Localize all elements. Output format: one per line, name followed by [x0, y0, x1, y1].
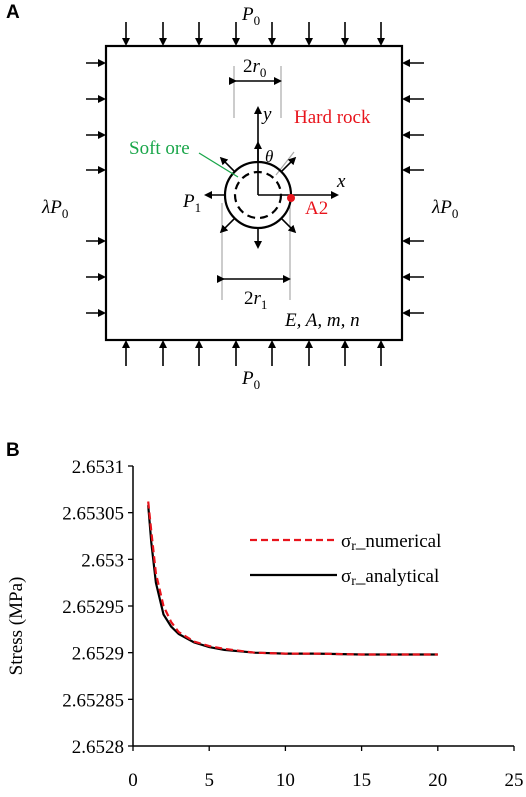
- y-tick-label: 2.653: [81, 550, 124, 571]
- material-params-label: E, A, m, n: [284, 310, 360, 331]
- dimension-2r0: [233, 66, 282, 118]
- x-tick-label: 15: [352, 770, 371, 791]
- x-tick-label: 10: [276, 770, 295, 791]
- left-load-label: λP0: [41, 197, 68, 221]
- hard-rock-label: Hard rock: [294, 107, 371, 128]
- y-tick-label: 2.65295: [62, 597, 124, 618]
- pressure-arrow-1: [281, 156, 297, 172]
- y-tick-label: 2.65285: [62, 690, 124, 711]
- chart-legend: σr_numerical σr_analytical: [250, 531, 441, 589]
- y-tick-label: 2.6529: [72, 644, 124, 665]
- ore-inner-dashed-circle: [233, 170, 283, 220]
- y-tick-label: 2.6528: [72, 737, 124, 758]
- inner-pressure-label: P1: [182, 191, 201, 215]
- top-load-label: P0: [241, 4, 260, 28]
- theta-ray: [275, 151, 295, 176]
- x-tick-label: 0: [128, 770, 138, 791]
- pressure-arrow-2: [219, 156, 235, 172]
- pressure-arrow-6: [281, 218, 297, 234]
- x-tick-label: 25: [505, 770, 524, 791]
- internal-pressure-arrows: [204, 141, 297, 249]
- panel-b-label: B: [6, 440, 20, 461]
- point-a2-marker: [287, 194, 295, 202]
- chart-axes: 2.6528 2.65285 2.6529 2.65295 2.653 2.65305 2.…: [62, 457, 523, 791]
- dimension-2r1: [221, 203, 291, 300]
- radius-r1-label: 2r1: [244, 288, 267, 312]
- theta-label: θ: [265, 147, 273, 166]
- legend-label-0: σr_numerical: [341, 531, 441, 554]
- y-tick-label: 2.6531: [72, 457, 124, 478]
- x-axis-label: x: [336, 171, 346, 192]
- boundary-load-arrows: [86, 22, 424, 366]
- x-tick-label: 5: [204, 770, 214, 791]
- rock-domain-box: [104, 44, 404, 342]
- x-tick-label: 20: [428, 770, 447, 791]
- chart-series: [147, 501, 438, 656]
- y-tick-label: 2.65305: [62, 504, 124, 525]
- point-a2-label: A2: [305, 198, 328, 219]
- panel-a-label: A: [6, 2, 20, 23]
- soft-ore-label: Soft ore: [129, 138, 190, 159]
- y-axis-title: Stress (MPa): [6, 577, 27, 676]
- soft-ore-leader: [198, 152, 239, 178]
- y-axis-label: y: [261, 104, 272, 125]
- bottom-load-label: P0: [241, 368, 260, 392]
- legend-label-1: σr_analytical: [341, 566, 439, 589]
- radius-r0-label: 2r0: [243, 56, 266, 80]
- pressure-arrow-4: [219, 218, 235, 234]
- series-line-numerical: [147, 501, 438, 656]
- right-load-label: λP0: [431, 197, 458, 221]
